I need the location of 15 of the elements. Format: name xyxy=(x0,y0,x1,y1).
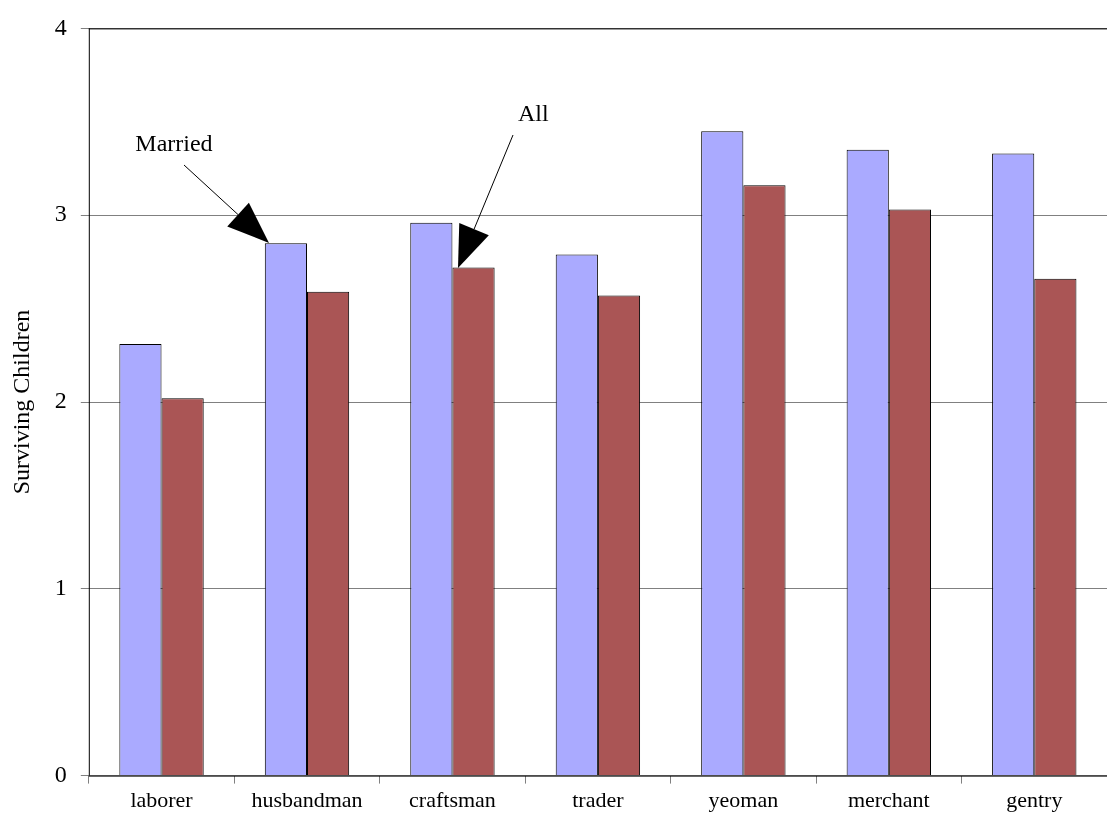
y-axis-title: Surviving Children xyxy=(7,309,34,495)
y-tick-label: 1 xyxy=(54,574,67,601)
y-tick-label: 0 xyxy=(54,760,67,787)
y-tick-label: 4 xyxy=(54,13,67,40)
annotation: Married xyxy=(135,130,213,157)
x-tick-label: merchant xyxy=(847,786,930,812)
x-tick-label: laborer xyxy=(130,786,194,812)
x-tick-label: yeoman xyxy=(708,786,779,812)
y-tick-label: 2 xyxy=(54,387,67,414)
x-tick-label: craftsman xyxy=(409,786,496,812)
y-tick-label: 3 xyxy=(54,200,67,227)
x-tick-label: husbandman xyxy=(251,786,363,812)
x-tick-label: trader xyxy=(572,786,625,812)
annotation: All xyxy=(517,99,549,126)
x-tick-label: gentry xyxy=(1006,786,1063,812)
